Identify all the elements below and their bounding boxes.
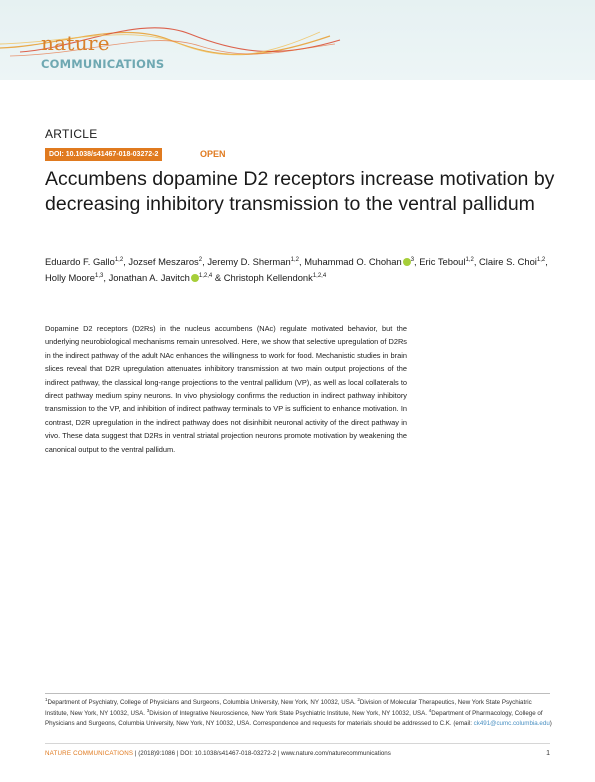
- author-affiliation-marker: 1,2,4: [198, 273, 213, 279]
- affiliation-number: 2: [357, 697, 360, 702]
- author-separator: ,: [202, 256, 208, 267]
- banner-wave-graphic: [0, 27, 341, 57]
- author-separator: ,: [545, 256, 548, 267]
- author-separator: ,: [473, 256, 480, 267]
- page-number: 1: [546, 750, 550, 757]
- affiliation-text: Department of Pharmacology, College of P…: [45, 709, 543, 728]
- footer-doi[interactable]: | DOI: 10.1038/s41467-018-03272-2 | www.…: [176, 750, 391, 757]
- affiliation-number: 1: [45, 697, 48, 702]
- footer-citation: | (2018)9:1086: [133, 750, 177, 757]
- article-title: Accumbens dopamine D2 receptors increase…: [45, 168, 555, 215]
- page-footer: NATURE COMMUNICATIONS | (2018)9:1086 | D…: [45, 749, 550, 759]
- doi-badge[interactable]: DOI: 10.1038/s41467-018-03272-2: [45, 148, 163, 161]
- article-type-label: ARTICLE: [45, 127, 98, 141]
- author-list: Eduardo F. Gallo1,2, Jozsef Meszaros2, J…: [45, 254, 565, 286]
- footnote-divider: [45, 693, 550, 694]
- footer-divider: [45, 743, 550, 744]
- author-separator: ,: [103, 272, 109, 283]
- logo-communications: COMMUNICATIONS: [41, 57, 165, 71]
- author-name[interactable]: Holly Moore: [45, 272, 96, 283]
- author-name[interactable]: Christoph Kellendonk: [223, 272, 313, 283]
- logo-nature: nature: [41, 31, 110, 55]
- author-name[interactable]: Eric Teboul: [419, 256, 466, 267]
- journal-banner: nature COMMUNICATIONS: [0, 0, 595, 80]
- abstract-text: Dopamine D2 receptors (D2Rs) in the nucl…: [45, 324, 407, 454]
- author-name[interactable]: Jozsef Meszaros: [128, 256, 199, 267]
- author-separator: ,: [123, 256, 129, 267]
- orcid-icon[interactable]: [402, 258, 411, 266]
- author-affiliation-marker: 1,2: [536, 257, 546, 263]
- author-name[interactable]: Jonathan A. Javitch: [108, 272, 190, 283]
- correspondence-email-link[interactable]: ck491@cumc.columbia.edu: [473, 720, 550, 727]
- author-name[interactable]: Eduardo F. Gallo: [45, 256, 115, 267]
- author-affiliation-marker: 1,2: [114, 257, 124, 263]
- footnote-closing: ): [549, 720, 552, 727]
- orcid-icon[interactable]: [190, 274, 199, 282]
- author-separator: ,: [299, 256, 305, 267]
- affiliations-footnote: 1Department of Psychiatry, College of Ph…: [45, 697, 553, 730]
- author-separator: &: [212, 272, 224, 283]
- author-separator: ,: [414, 256, 420, 267]
- affiliation-text: Department of Psychiatry, College of Phy…: [47, 699, 358, 706]
- author-affiliation-marker: 3: [410, 257, 415, 263]
- author-name[interactable]: Jeremy D. Sherman: [207, 256, 291, 267]
- author-name[interactable]: Muhammad O. Chohan: [304, 256, 402, 267]
- affiliation-text: Division of Molecular Therapeutics, New …: [45, 699, 532, 717]
- affiliation-text: Division of Integrative Neuroscience, Ne…: [149, 709, 429, 717]
- author-affiliation-marker: 1,3: [95, 273, 104, 279]
- affiliation-number: 4: [428, 707, 432, 713]
- open-access-label: OPEN: [200, 149, 226, 159]
- author-affiliation-marker: 1,2: [465, 257, 474, 263]
- author-affiliation-marker: 1,2: [290, 257, 300, 263]
- author-name[interactable]: Claire S. Choi: [479, 256, 537, 267]
- affiliation-number: 3: [146, 707, 150, 713]
- footer-journal-name: NATURE COMMUNICATIONS: [45, 750, 134, 757]
- author-affiliation-marker: 2: [198, 257, 203, 263]
- author-affiliation-marker: 1,2,4: [312, 273, 327, 279]
